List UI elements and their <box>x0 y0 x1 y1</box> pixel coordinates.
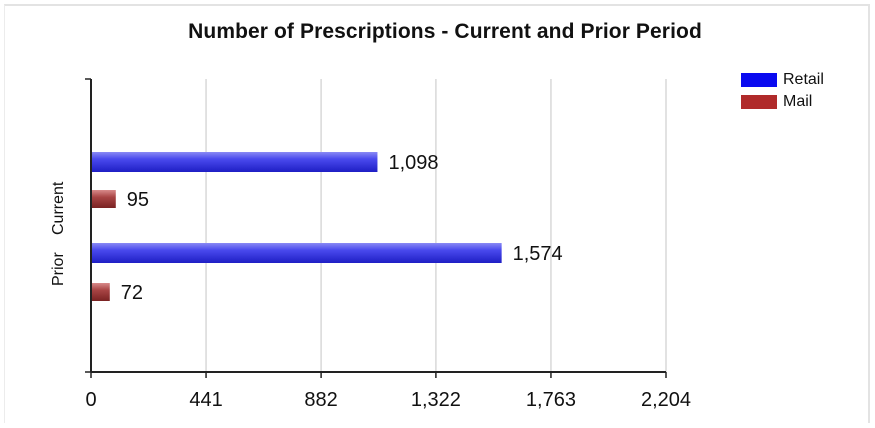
data-label-mail-current: 95 <box>127 189 149 211</box>
chart-frame <box>4 4 870 423</box>
x-tick-label: 1,322 <box>411 389 461 411</box>
bar-mail-prior <box>91 283 110 301</box>
x-tick-label: 0 <box>85 389 96 411</box>
legend-swatch-mail <box>741 94 777 109</box>
legend-label-retail: Retail <box>783 70 824 88</box>
legend-item-retail: Retail <box>741 70 824 89</box>
bar-retail-current <box>91 152 378 172</box>
x-tick-label: 441 <box>189 389 222 411</box>
x-tick-label: 2,204 <box>641 389 691 411</box>
chart-title: Number of Prescriptions - Current and Pr… <box>188 20 702 43</box>
chart-legend: Retail Mail <box>741 70 824 114</box>
data-label-retail-current: 1,098 <box>388 152 438 174</box>
x-tick-label: 1,763 <box>526 389 576 411</box>
data-label-retail-prior: 1,574 <box>513 243 563 265</box>
bar-mail-current <box>91 190 116 208</box>
legend-item-mail: Mail <box>741 92 824 111</box>
data-label-mail-prior: 72 <box>121 282 143 304</box>
legend-label-mail: Mail <box>783 92 813 110</box>
legend-swatch-retail <box>741 72 777 87</box>
bar-retail-prior <box>91 243 502 263</box>
x-tick-label: 882 <box>304 389 337 411</box>
